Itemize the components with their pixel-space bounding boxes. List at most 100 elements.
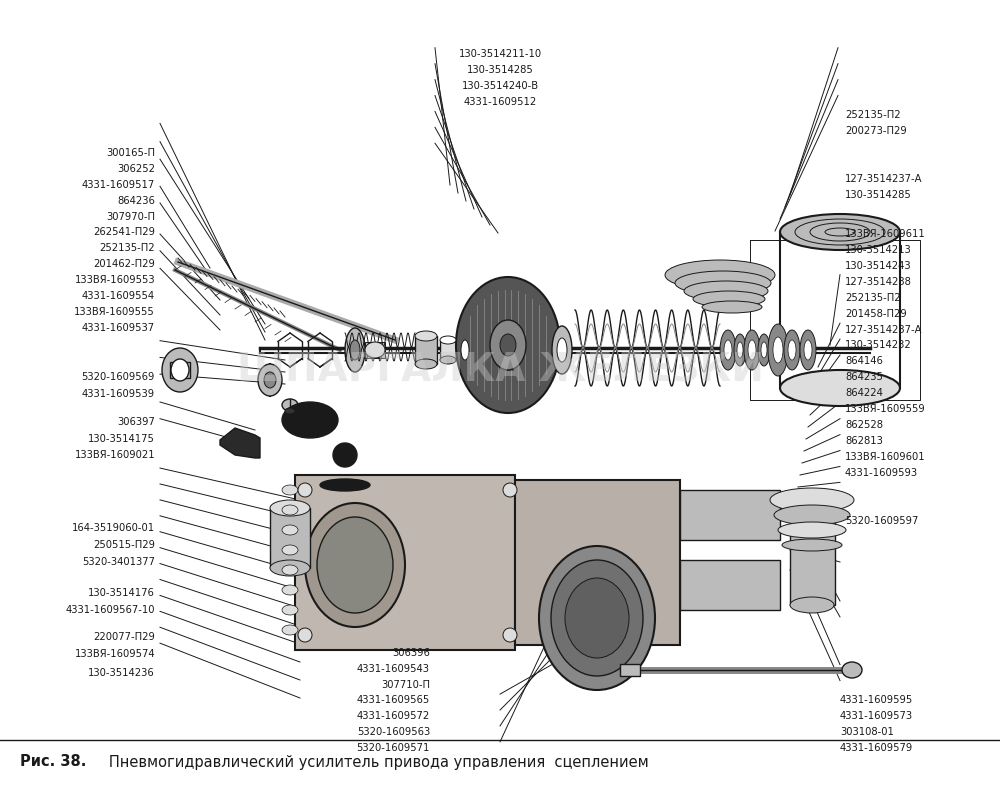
- Ellipse shape: [282, 402, 338, 438]
- Text: 133ВЯ-1609553: 133ВЯ-1609553: [74, 275, 155, 285]
- Circle shape: [298, 628, 312, 642]
- Bar: [680, 490, 780, 540]
- Ellipse shape: [552, 326, 572, 374]
- Text: 4331-1609579: 4331-1609579: [840, 743, 913, 753]
- Ellipse shape: [345, 328, 365, 372]
- Text: 220077-П29: 220077-П29: [93, 632, 155, 642]
- Ellipse shape: [782, 539, 842, 551]
- Ellipse shape: [320, 479, 370, 491]
- Text: 862528: 862528: [845, 420, 883, 430]
- Ellipse shape: [270, 500, 310, 516]
- Ellipse shape: [800, 330, 816, 370]
- Bar: [295, 475, 515, 650]
- Text: 4331-1609567-10: 4331-1609567-10: [66, 605, 155, 615]
- Ellipse shape: [162, 348, 198, 392]
- Ellipse shape: [282, 505, 298, 515]
- Text: 130-3514175: 130-3514175: [88, 434, 155, 443]
- Ellipse shape: [744, 330, 760, 370]
- Text: 4331-1609517: 4331-1609517: [82, 180, 155, 189]
- Text: 864224: 864224: [845, 388, 883, 398]
- Ellipse shape: [350, 340, 360, 360]
- Text: 130-3514176: 130-3514176: [88, 588, 155, 598]
- Ellipse shape: [282, 605, 298, 615]
- Ellipse shape: [780, 214, 900, 250]
- Text: 4331-1609565: 4331-1609565: [357, 696, 430, 705]
- Ellipse shape: [282, 625, 298, 635]
- Text: 130-3514236: 130-3514236: [88, 668, 155, 677]
- Ellipse shape: [557, 338, 567, 362]
- Text: 130-3514232: 130-3514232: [845, 341, 912, 350]
- Bar: [365, 342, 385, 358]
- Ellipse shape: [500, 334, 516, 356]
- Text: Рис. 38.: Рис. 38.: [20, 755, 86, 770]
- Ellipse shape: [171, 359, 189, 381]
- Ellipse shape: [282, 485, 298, 495]
- Ellipse shape: [720, 330, 736, 370]
- Bar: [680, 560, 780, 610]
- Ellipse shape: [790, 597, 834, 613]
- Text: 133ВЯ-1609021: 133ВЯ-1609021: [74, 451, 155, 460]
- Text: 130-3514211-10: 130-3514211-10: [458, 49, 542, 59]
- Ellipse shape: [761, 342, 767, 358]
- Ellipse shape: [724, 340, 732, 360]
- Text: 250515-П29: 250515-П29: [93, 540, 155, 550]
- Ellipse shape: [264, 372, 276, 388]
- Text: 4331-1609593: 4331-1609593: [845, 468, 918, 478]
- Bar: [620, 664, 640, 676]
- Bar: [415, 336, 437, 364]
- Text: 200273-П29: 200273-П29: [845, 127, 907, 136]
- Text: 252135-П2: 252135-П2: [99, 244, 155, 253]
- Text: 133ВЯ-1609555: 133ВЯ-1609555: [74, 307, 155, 317]
- Text: 127-3514237-А: 127-3514237-А: [845, 174, 922, 184]
- Text: Пневмогидравлический усилитель привода управления  сцеплением: Пневмогидравлический усилитель привода у…: [95, 755, 649, 770]
- Ellipse shape: [784, 330, 800, 370]
- Text: 4331-1609537: 4331-1609537: [82, 323, 155, 333]
- Text: 130-3514285: 130-3514285: [845, 190, 912, 200]
- Text: 4331-1609543: 4331-1609543: [357, 664, 430, 673]
- Ellipse shape: [415, 331, 437, 341]
- Text: 306397: 306397: [117, 417, 155, 427]
- Text: 4331-1609572: 4331-1609572: [357, 712, 430, 721]
- Ellipse shape: [282, 565, 298, 575]
- Bar: [170, 362, 190, 378]
- Ellipse shape: [282, 399, 298, 411]
- Text: 4331-1609595: 4331-1609595: [840, 696, 913, 705]
- Circle shape: [298, 483, 312, 497]
- Text: 252135-П2: 252135-П2: [845, 293, 901, 302]
- Text: 130-3514285: 130-3514285: [467, 65, 533, 75]
- Bar: [790, 505, 835, 605]
- Text: 300165-П: 300165-П: [106, 148, 155, 158]
- Ellipse shape: [270, 560, 310, 576]
- Text: 5320-1609563: 5320-1609563: [357, 728, 430, 737]
- Ellipse shape: [456, 277, 560, 413]
- Ellipse shape: [665, 260, 775, 290]
- Ellipse shape: [693, 291, 765, 307]
- Ellipse shape: [758, 334, 770, 366]
- Ellipse shape: [305, 503, 405, 627]
- Text: 201462-П29: 201462-П29: [93, 259, 155, 269]
- Text: 864235: 864235: [845, 373, 883, 382]
- Text: 133ВЯ-1609559: 133ВЯ-1609559: [845, 404, 926, 414]
- Text: 127-3514237-А: 127-3514237-А: [845, 325, 922, 334]
- Ellipse shape: [734, 334, 746, 366]
- Circle shape: [503, 628, 517, 642]
- Text: 4331-1609554: 4331-1609554: [82, 291, 155, 301]
- Ellipse shape: [258, 364, 282, 396]
- Text: 4331-1609512: 4331-1609512: [463, 97, 537, 107]
- Text: 130-3514243: 130-3514243: [845, 261, 912, 271]
- Text: 201458-П29: 201458-П29: [845, 309, 907, 318]
- Ellipse shape: [768, 324, 788, 376]
- Text: 133ВЯ-1609611: 133ВЯ-1609611: [845, 229, 926, 239]
- Bar: [515, 480, 680, 645]
- Text: 164-3519060-01: 164-3519060-01: [72, 523, 155, 533]
- Text: 862813: 862813: [845, 436, 883, 446]
- Text: 130-3514240-В: 130-3514240-В: [461, 81, 539, 91]
- Ellipse shape: [748, 340, 756, 360]
- Ellipse shape: [675, 271, 771, 295]
- Text: 307710-П: 307710-П: [381, 680, 430, 689]
- Ellipse shape: [282, 545, 298, 555]
- Text: 307970-П: 307970-П: [106, 212, 155, 221]
- Text: 252135-П2: 252135-П2: [845, 111, 901, 120]
- Ellipse shape: [365, 342, 385, 358]
- Ellipse shape: [565, 578, 629, 658]
